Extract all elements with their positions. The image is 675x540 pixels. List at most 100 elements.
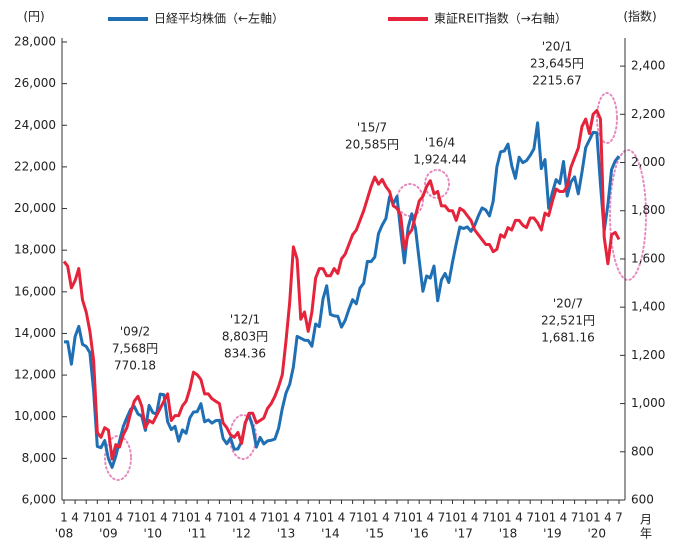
x-tick-label: 10	[400, 511, 415, 525]
x-tick-label: 4	[116, 511, 124, 525]
y2-tick-label: 2,400	[631, 59, 665, 73]
y2-tick-label: 2,200	[631, 107, 665, 121]
x-year-label: '16	[410, 527, 429, 540]
x-tick-label: 1	[593, 511, 601, 525]
x-year-label: '08	[55, 527, 74, 540]
y-tick-label: 26,000	[14, 76, 56, 90]
annotation: '20/7	[553, 297, 583, 311]
x-tick-label: 7	[482, 511, 490, 525]
x-year-label: '17	[454, 527, 473, 540]
x-tick-label: 1	[415, 511, 423, 525]
x-tick-label: 1	[549, 511, 557, 525]
y-tick-label: 12,000	[14, 368, 56, 382]
x-tick-label: 7	[571, 511, 579, 525]
annotation: 7,568円	[112, 342, 158, 356]
x-tick-label: 4	[71, 511, 79, 525]
annotation: 834.36	[224, 347, 266, 361]
annotation: 22,521円	[541, 314, 595, 328]
y2-tick-label: 1,200	[631, 348, 665, 362]
x-tick-label: 4	[560, 511, 568, 525]
x-year-label: '19	[543, 527, 562, 540]
x-tick-label: 10	[578, 511, 593, 525]
x-year-label: '15	[366, 527, 385, 540]
annotation: '20/1	[542, 40, 572, 54]
x-tick-label: 10	[134, 511, 149, 525]
annotation: 1,681.16	[541, 331, 594, 345]
x-tick-label: 7	[615, 511, 623, 525]
series-line	[63, 121, 621, 469]
x-tick-label: 1	[193, 511, 201, 525]
series-line	[62, 109, 621, 461]
x-tick-label: 1	[327, 511, 335, 525]
x-tick-label: 7	[349, 511, 357, 525]
y2-tick-label: 1,800	[631, 203, 665, 217]
x-year-label: '09	[99, 527, 118, 540]
annotation: 20,585円	[345, 138, 399, 152]
x-unit: 年	[640, 527, 652, 540]
annotation: 23,645円	[530, 57, 584, 71]
x-year-label: '11	[188, 527, 207, 540]
x-tick-label: 10	[356, 511, 371, 525]
x-tick-label: 4	[426, 511, 434, 525]
x-tick-label: 1	[105, 511, 113, 525]
x-tick-label: 10	[534, 511, 549, 525]
y2-unit: (指数)	[623, 9, 656, 24]
x-year-label: '10	[144, 527, 163, 540]
x-year-label: '14	[321, 527, 340, 540]
x-tick-label: 7	[216, 511, 224, 525]
legend-label: 東証REIT指数（→右軸）	[434, 11, 567, 26]
y2-tick-label: 2,000	[631, 155, 665, 169]
x-year-label: '13	[277, 527, 296, 540]
x-tick-label: 1	[460, 511, 468, 525]
x-tick-label: 7	[526, 511, 534, 525]
x-year-label: '12	[232, 527, 251, 540]
annotation: 8,803円	[222, 330, 268, 344]
x-tick-label: 7	[260, 511, 268, 525]
y-tick-label: 6,000	[22, 493, 56, 507]
annotation: 1,924.44	[413, 153, 466, 167]
y2-tick-label: 1,000	[631, 396, 665, 410]
legend-label: 日経平均株価（←左軸）	[154, 11, 284, 26]
x-tick-label: 1	[282, 511, 290, 525]
y-tick-label: 24,000	[14, 118, 56, 132]
annotation: '15/7	[357, 121, 387, 135]
x-tick-label: 4	[515, 511, 523, 525]
x-tick-label: 1	[238, 511, 246, 525]
annotation: '09/2	[120, 325, 150, 339]
x-tick-label: 4	[293, 511, 301, 525]
x-tick-label: 1	[504, 511, 512, 525]
y-tick-label: 22,000	[14, 159, 56, 173]
x-tick-label: 4	[204, 511, 212, 525]
annotation: '16/4	[425, 136, 455, 150]
x-year-label: '20	[588, 527, 607, 540]
x-tick-label: 4	[604, 511, 612, 525]
x-tick-label: 10	[489, 511, 504, 525]
x-tick-label: 10	[312, 511, 327, 525]
x-tick-label: 1	[371, 511, 379, 525]
x-tick-label: 7	[127, 511, 135, 525]
y-tick-label: 14,000	[14, 326, 56, 340]
y-tick-label: 16,000	[14, 284, 56, 298]
x-tick-label: 4	[382, 511, 390, 525]
y2-tick-label: 800	[631, 444, 654, 458]
x-unit: 月	[640, 513, 652, 527]
y-tick-label: 8,000	[22, 451, 56, 465]
x-tick-label: 7	[171, 511, 179, 525]
x-tick-label: 1	[60, 511, 68, 525]
x-tick-label: 7	[438, 511, 446, 525]
y-tick-label: 18,000	[14, 243, 56, 257]
x-tick-label: 7	[393, 511, 401, 525]
y-tick-label: 28,000	[14, 35, 56, 49]
x-tick-label: 4	[249, 511, 257, 525]
y-unit: (円)	[23, 10, 44, 24]
x-tick-label: 10	[90, 511, 105, 525]
y2-tick-label: 600	[631, 493, 654, 507]
x-tick-label: 10	[267, 511, 282, 525]
x-tick-label: 7	[304, 511, 312, 525]
x-tick-label: 4	[338, 511, 346, 525]
annotation: 2215.67	[532, 74, 582, 88]
x-tick-label: 10	[223, 511, 238, 525]
annotation: '12/1	[230, 313, 260, 327]
x-tick-label: 10	[178, 511, 193, 525]
